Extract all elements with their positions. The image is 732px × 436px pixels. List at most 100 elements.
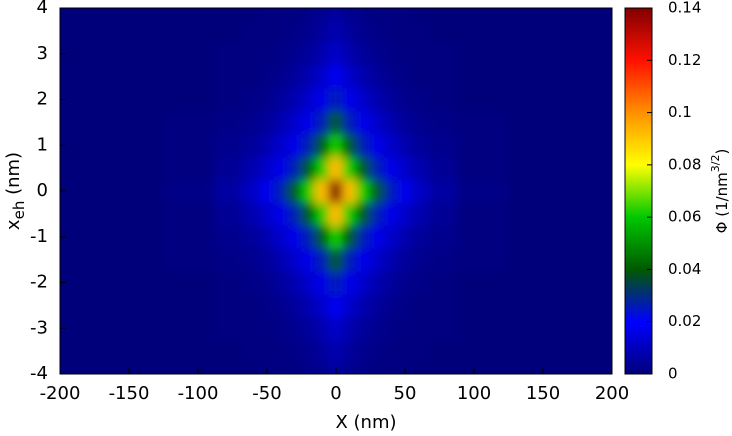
heatmap-cell bbox=[242, 64, 261, 89]
heatmap-cell bbox=[397, 247, 413, 272]
heatmap-cell bbox=[163, 18, 216, 43]
heatmap-cell bbox=[411, 224, 430, 249]
heatmap-cell bbox=[456, 224, 509, 249]
heatmap-cell bbox=[301, 247, 316, 272]
heatmap-cell bbox=[273, 270, 289, 295]
heatmap-cell bbox=[259, 110, 275, 135]
heatmap-cell bbox=[287, 41, 302, 66]
heatmap-cell bbox=[428, 224, 458, 249]
colorbar-label: Φ (1/nm3/2) bbox=[709, 149, 731, 234]
heatmap-cell bbox=[242, 293, 261, 318]
heatmap-cell bbox=[456, 293, 509, 318]
heatmap-cell bbox=[301, 270, 316, 295]
heatmap-cell bbox=[356, 362, 371, 374]
heatmap-cell bbox=[163, 293, 216, 318]
heatmap-cell bbox=[60, 87, 95, 112]
colorbar-tick-label: 0.02 bbox=[668, 312, 701, 330]
heatmap-cell bbox=[214, 8, 244, 20]
heatmap-cell bbox=[287, 247, 302, 272]
heatmap-cell bbox=[456, 18, 509, 43]
heatmap-cell bbox=[94, 270, 164, 295]
y-label-sub: eh bbox=[10, 201, 28, 220]
y-tick-label: -2 bbox=[30, 272, 48, 293]
heatmap-cell bbox=[242, 247, 261, 272]
heatmap-cell bbox=[163, 362, 216, 374]
heatmap-cell bbox=[428, 339, 458, 364]
heatmap-cell bbox=[328, 224, 344, 249]
heatmap-cell bbox=[383, 110, 399, 135]
heatmap-cell bbox=[314, 64, 330, 89]
y-tick-label: -1 bbox=[30, 226, 48, 247]
heatmap-cell bbox=[314, 224, 330, 249]
heatmap-cell bbox=[301, 133, 316, 158]
heatmap-cell bbox=[370, 247, 385, 272]
heatmap-cell bbox=[397, 41, 413, 66]
heatmap-cell bbox=[94, 293, 164, 318]
heatmap-cell bbox=[397, 64, 413, 89]
heatmap-cell bbox=[370, 110, 385, 135]
heatmap-cell bbox=[60, 270, 95, 295]
heatmap-cell bbox=[411, 339, 430, 364]
heatmap-cell bbox=[428, 270, 458, 295]
heatmap-cell bbox=[242, 41, 261, 66]
heatmap-cell bbox=[60, 316, 95, 341]
heatmap-cell bbox=[314, 8, 330, 20]
heatmap-cell bbox=[411, 316, 430, 341]
heatmap-cell bbox=[397, 293, 413, 318]
heatmap-cell bbox=[577, 270, 612, 295]
heatmap-cell bbox=[356, 339, 371, 364]
x-tick-label: -200 bbox=[40, 383, 81, 404]
heatmap-cell bbox=[411, 156, 430, 181]
heatmap-cell bbox=[456, 316, 509, 341]
heatmap-cell bbox=[214, 87, 244, 112]
colorbar-tick-label: 0.12 bbox=[668, 51, 701, 69]
heatmap-cell bbox=[94, 179, 164, 203]
heatmap-cell bbox=[163, 270, 216, 295]
heatmap-cell bbox=[383, 133, 399, 158]
heatmap-cell bbox=[242, 339, 261, 364]
heatmap-cell bbox=[428, 316, 458, 341]
heatmap-cell bbox=[356, 64, 371, 89]
y-tick-label: -3 bbox=[30, 317, 48, 338]
heatmap-cell bbox=[314, 41, 330, 66]
colorbar-tick-label: 0.04 bbox=[668, 260, 701, 278]
heatmap-cell bbox=[508, 270, 578, 295]
heatmap-cell bbox=[214, 110, 244, 135]
heatmap-cell bbox=[383, 64, 399, 89]
heatmap-cell bbox=[397, 110, 413, 135]
heatmap-cell bbox=[577, 362, 612, 374]
heatmap-cell bbox=[259, 41, 275, 66]
heatmap-cell bbox=[259, 133, 275, 158]
heatmap-cell bbox=[60, 247, 95, 272]
heatmap-cell bbox=[314, 316, 330, 341]
heatmap-cell bbox=[94, 64, 164, 89]
heatmap-cell bbox=[328, 339, 344, 364]
heatmap-cell bbox=[356, 87, 371, 112]
heatmap-cell bbox=[508, 87, 578, 112]
heatmap-cell bbox=[383, 339, 399, 364]
heatmap-cell bbox=[508, 224, 578, 249]
heatmap-cell bbox=[411, 247, 430, 272]
heatmap-cell bbox=[314, 201, 330, 226]
heatmap-cell bbox=[163, 133, 216, 158]
heatmap-cell bbox=[214, 293, 244, 318]
heatmap-cell bbox=[397, 133, 413, 158]
heatmap-cell bbox=[259, 18, 275, 43]
heatmap-cell bbox=[397, 156, 413, 181]
x-axis-label: X (nm) bbox=[335, 412, 396, 433]
heatmap-cell bbox=[287, 110, 302, 135]
heatmap-cell bbox=[273, 247, 289, 272]
heatmap-cell bbox=[577, 18, 612, 43]
heatmap-cell bbox=[60, 8, 95, 20]
heatmap-cell bbox=[397, 201, 413, 226]
heatmap-cell bbox=[287, 270, 302, 295]
heatmap-cell bbox=[577, 64, 612, 89]
heatmap-cell bbox=[356, 224, 371, 249]
heatmap-cell bbox=[163, 201, 216, 226]
heatmap-cell bbox=[242, 8, 261, 20]
heatmap-cell bbox=[242, 224, 261, 249]
heatmap-cell bbox=[508, 110, 578, 135]
heatmap-cell bbox=[60, 41, 95, 66]
heatmap-cell bbox=[163, 247, 216, 272]
heatmap-cell bbox=[301, 87, 316, 112]
